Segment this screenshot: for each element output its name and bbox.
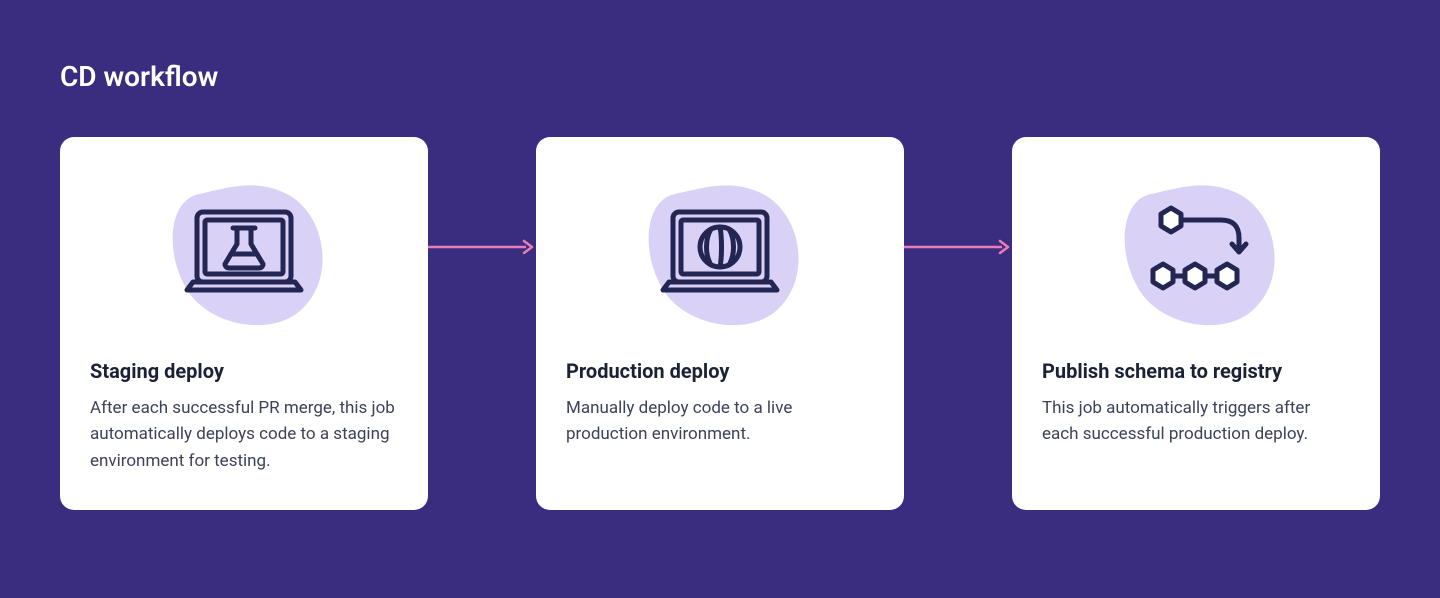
arrow-right-icon [428,237,536,257]
arrow-right-icon [904,237,1012,257]
card-icon-wrap [90,159,398,359]
card-desc: This job automatically triggers after ea… [1042,395,1350,448]
card-title: Publish schema to registry [1042,359,1350,383]
card-icon-wrap [566,159,874,359]
hex-flow-icon [1101,164,1291,354]
laptop-flask-icon [149,164,339,354]
card-desc: After each successful PR merge, this job… [90,395,398,474]
card-title: Production deploy [566,359,874,383]
card-production-deploy: Production deploy Manually deploy code t… [536,137,904,510]
card-publish-schema: Publish schema to registry This job auto… [1012,137,1380,510]
arrow-connector [904,137,1012,257]
laptop-globe-icon [625,164,815,354]
card-desc: Manually deploy code to a live productio… [566,395,874,448]
arrow-connector [428,137,536,257]
page-title: CD workflow [60,60,1380,93]
card-icon-wrap [1042,159,1350,359]
card-staging-deploy: Staging deploy After each successful PR … [60,137,428,510]
workflow-row: Staging deploy After each successful PR … [60,137,1380,510]
card-title: Staging deploy [90,359,398,383]
